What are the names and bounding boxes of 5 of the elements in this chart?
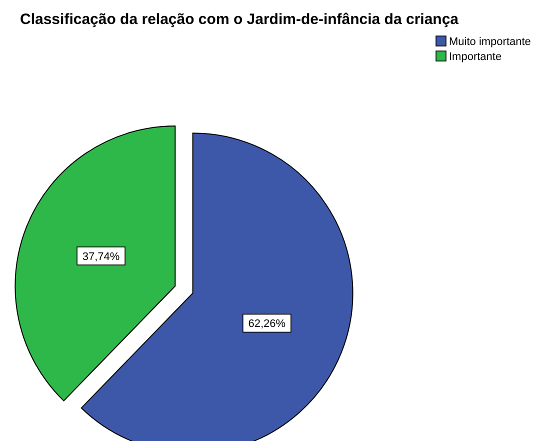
data-label: 62,26% [248,318,286,330]
legend-label: Muito importante [449,36,531,48]
legend-label: Importante [449,51,502,63]
data-label: 37,74% [82,250,120,263]
chart-title: Classificação da relação com o Jardim-de-infância da criança [20,11,460,28]
